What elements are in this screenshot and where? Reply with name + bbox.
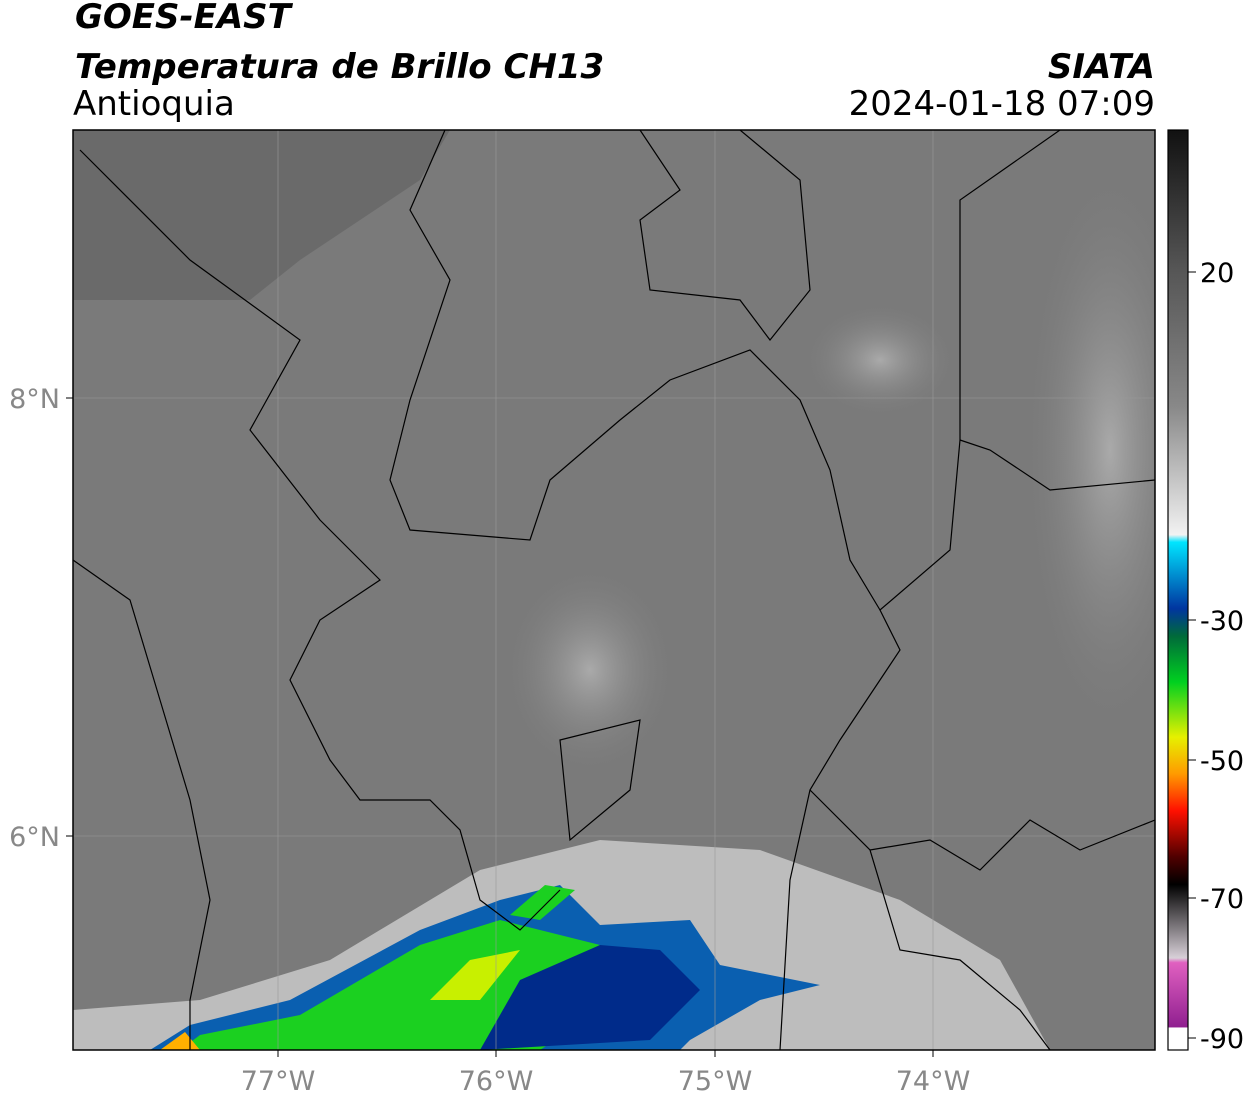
region: Antioquia	[73, 84, 235, 124]
colorbar-label: 20	[1200, 258, 1234, 289]
source: SIATA	[1048, 47, 1155, 87]
graticule	[73, 130, 1155, 1050]
lon-label: 77°W	[241, 1066, 316, 1097]
colorbar-label: -30	[1200, 606, 1244, 637]
timestamp: 2024-01-18 07:09	[849, 84, 1155, 124]
lat-label: 8°N	[9, 384, 60, 415]
colorbar	[1167, 129, 1189, 1051]
cloud-yellow	[430, 950, 520, 1000]
lat-label: 6°N	[9, 822, 60, 853]
borders	[73, 130, 1155, 1050]
warm-area	[800, 300, 960, 420]
colorbar-label: -90	[1200, 1024, 1244, 1055]
warm-area	[1020, 150, 1155, 750]
cloud-green	[510, 885, 575, 920]
axis-labels: 8°N 6°N 77°W 76°W 75°W 74°W 20 -30 -50 -70 -90	[9, 258, 1244, 1097]
lon-label: 74°W	[896, 1066, 971, 1097]
title: GOES-EAST	[75, 0, 294, 37]
map-frame	[72, 129, 1156, 1051]
colorbar-label: -50	[1200, 746, 1244, 777]
cloud-core	[480, 945, 700, 1050]
colorbar-label: -70	[1200, 884, 1244, 915]
map	[73, 130, 1155, 1050]
lon-label: 76°W	[459, 1066, 534, 1097]
warm-area	[500, 560, 680, 780]
sea	[73, 130, 450, 300]
lon-label: 75°W	[678, 1066, 753, 1097]
subtitle: Temperatura de Brillo CH13	[75, 47, 604, 87]
